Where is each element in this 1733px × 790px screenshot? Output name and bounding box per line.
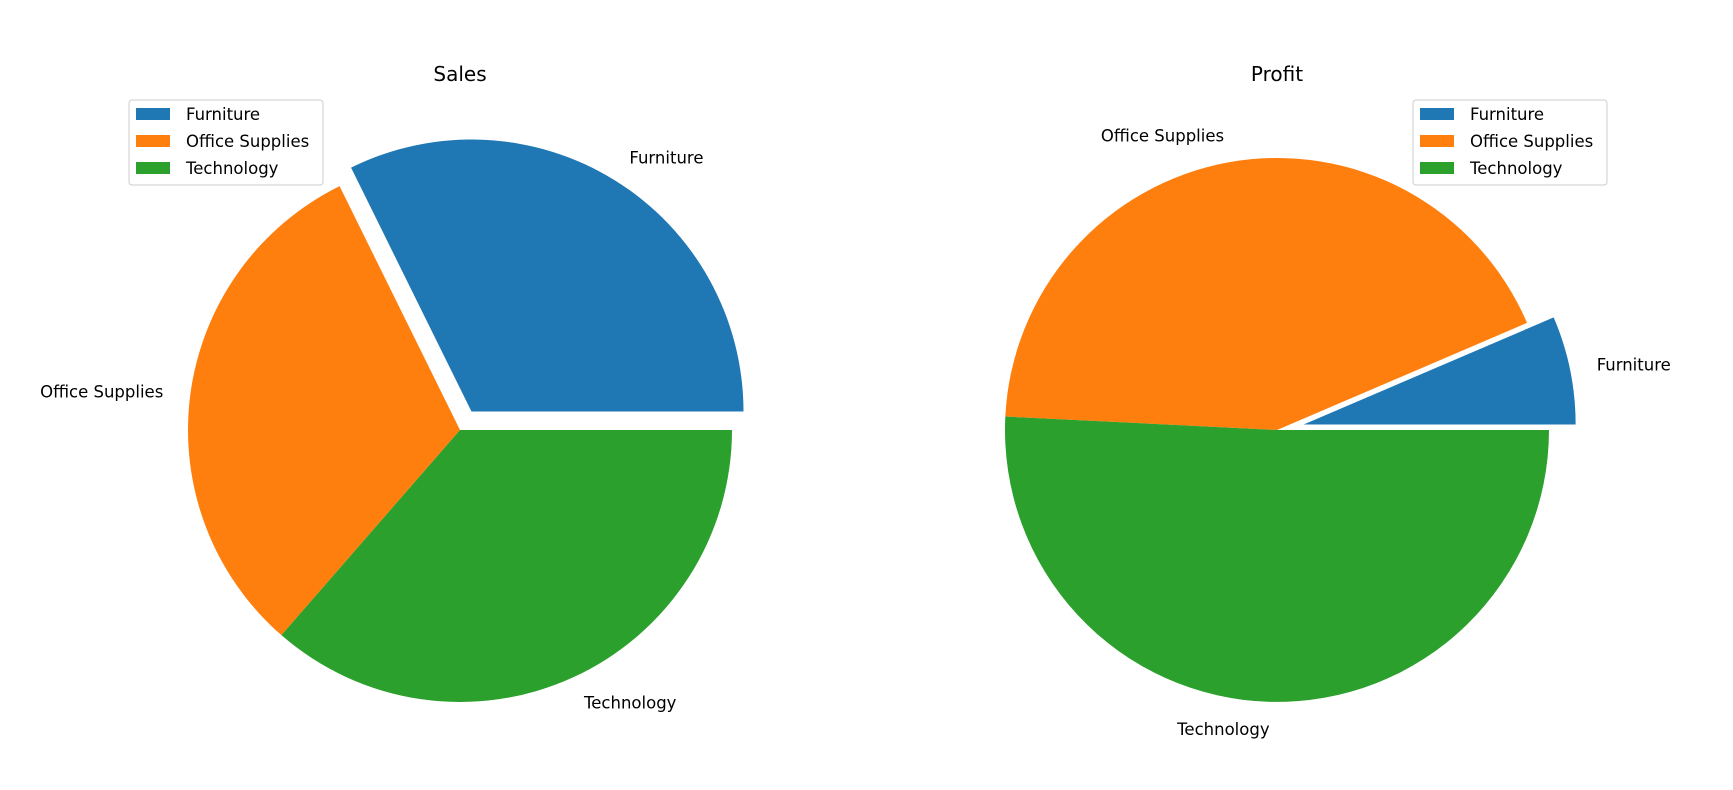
sales-pie-chart: Sales Furniture Office Supplies Technology… (40, 62, 744, 712)
sales-legend-label-furniture: Furniture (186, 105, 260, 124)
sales-legend-label-technology: Technology (185, 159, 279, 178)
profit-legend-swatch-technology (1420, 162, 1454, 174)
profit-slice-labels: Furniture Office Supplies Technology (1101, 127, 1671, 740)
profit-legend-swatch-furniture (1420, 108, 1454, 120)
profit-slice-technology (1004, 416, 1549, 702)
profit-legend: Furniture Office Supplies Technology (1412, 99, 1608, 186)
profit-chart-title: Profit (1251, 62, 1303, 86)
profit-legend-label-office-supplies: Office Supplies (1470, 132, 1593, 151)
sales-slice-label-office-supplies: Office Supplies (40, 383, 163, 402)
sales-slice-label-furniture: Furniture (629, 148, 703, 167)
sales-slice-furniture (351, 139, 744, 412)
profit-slice-office-supplies (1005, 157, 1528, 431)
profit-pie-chart: Profit Furniture Office Supplies Technolog… (1004, 62, 1671, 740)
profit-legend-label-technology: Technology (1469, 159, 1563, 178)
profit-slice-label-technology: Technology (1176, 720, 1270, 739)
sales-legend-swatch-furniture (136, 108, 170, 120)
sales-slice-office-supplies (187, 186, 461, 636)
sales-legend-swatch-office-supplies (136, 135, 170, 147)
sales-slice-technology (281, 430, 732, 703)
profit-legend-label-furniture: Furniture (1470, 105, 1544, 124)
profit-slice-furniture (1303, 317, 1576, 425)
profit-slices (1004, 157, 1576, 702)
sales-legend-frame (128, 99, 324, 186)
sales-chart-title: Sales (433, 62, 486, 86)
sales-slices (187, 139, 744, 703)
profit-legend-frame (1412, 99, 1608, 186)
sales-legend-swatch-technology (136, 162, 170, 174)
sales-slice-labels: Furniture Office Supplies Technology (40, 148, 703, 712)
sales-legend: Furniture Office Supplies Technology (128, 99, 324, 186)
sales-legend-label-office-supplies: Office Supplies (186, 132, 309, 151)
profit-slice-label-furniture: Furniture (1597, 355, 1671, 374)
profit-legend-swatch-office-supplies (1420, 135, 1454, 147)
sales-slice-label-technology: Technology (583, 693, 677, 712)
profit-slice-label-office-supplies: Office Supplies (1101, 127, 1224, 146)
